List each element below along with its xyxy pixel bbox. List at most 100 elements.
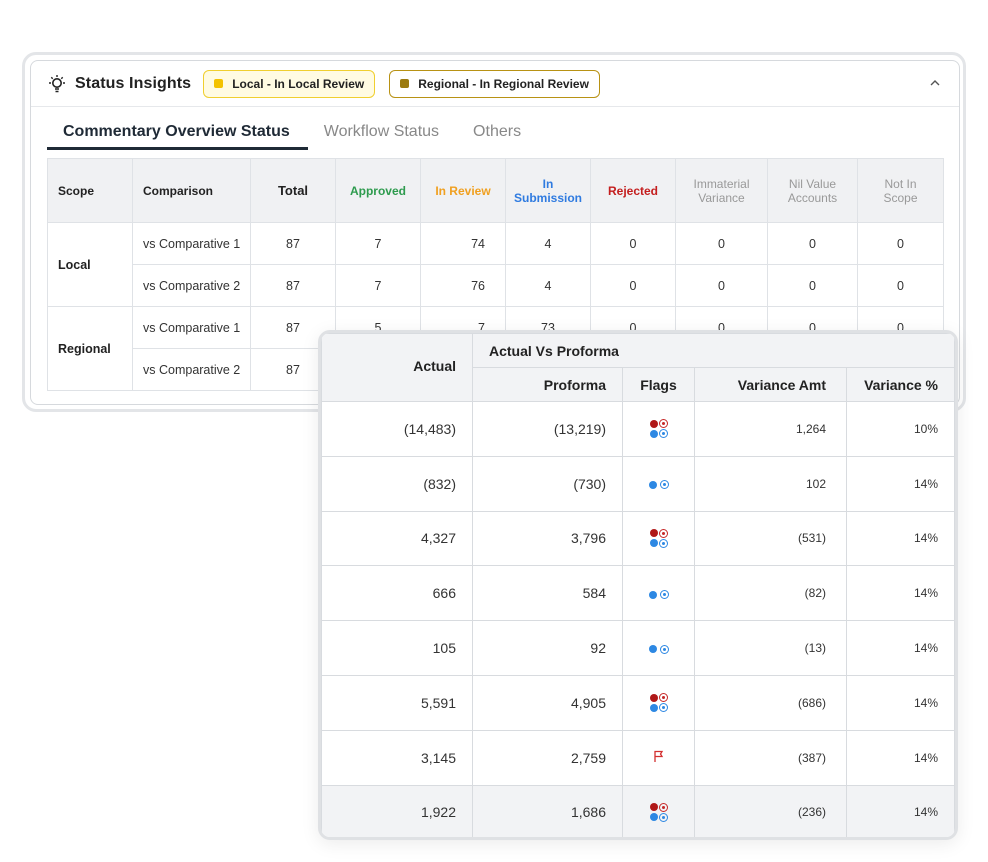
proforma-cell: 4,905 [472,674,623,731]
red-target-icon [659,419,668,429]
status-insights-card: Status Insights Local - In Local Review … [30,60,960,405]
flag-indicator-group[interactable] [649,419,669,439]
regional-chip-label: Regional - In Regional Review [418,76,589,91]
regional-review-chip[interactable]: Regional - In Regional Review [389,69,600,98]
variance-pct-cell: 14% [846,674,955,731]
red-flag-icon[interactable] [653,750,665,763]
flags-cell[interactable] [622,674,695,731]
status-table: Scope Comparison Total Approved In Revie… [47,158,944,391]
table-row[interactable]: vs Comparative 2 87 7 76 4 0 0 0 0 [48,264,944,307]
proforma-cell: 2,759 [472,729,623,786]
col-flags: Flags [622,367,695,402]
total-cell: 87 [250,222,336,265]
immaterial-cell[interactable]: 0 [675,222,768,265]
variance-pct-cell: 14% [846,620,955,676]
flags-cell[interactable] [622,565,695,622]
flags-cell[interactable] [622,401,695,457]
rejected-cell[interactable]: 0 [590,222,676,265]
group-actual-vs-proforma: Actual Vs Proforma [472,333,955,368]
blue-dot-icon [648,480,657,489]
variance-pct-cell: 14% [846,455,955,512]
proforma-cell: (13,219) [472,401,623,457]
tab-others[interactable]: Others [473,123,522,140]
table-row[interactable]: 105 92 (13) 14% [321,620,955,676]
flag-indicator-group[interactable] [649,528,669,548]
actual-cell: (14,483) [321,401,473,457]
flag-indicator-group[interactable] [648,590,669,600]
rejected-cell[interactable]: 0 [590,264,676,307]
flag-indicator-group[interactable] [648,480,669,490]
flags-cell[interactable] [622,784,695,837]
overlay-header-row: Actual Actual Vs Proforma [321,333,955,402]
variance-pct-cell: 14% [846,510,955,567]
blue-dot-icon [648,645,657,654]
col-nil-l2: Accounts [787,190,838,205]
table-row[interactable]: Local vs Comparative 1 87 7 74 4 0 0 0 0 [47,222,944,307]
comparison-cell: vs Comparative 2 [132,264,251,307]
proforma-cell: 3,796 [472,510,623,567]
approved-cell[interactable]: 7 [335,222,421,265]
actual-cell: (832) [321,455,473,512]
tab-commentary-overview[interactable]: Commentary Overview Status [47,121,308,150]
actual-cell: 3,145 [321,729,473,786]
in-review-cell[interactable]: 76 [420,264,506,307]
variance-pct-cell: 14% [846,565,955,622]
local-color-swatch [214,79,224,88]
variance-amt-cell: 102 [694,455,847,512]
nil-value-cell[interactable]: 0 [767,222,858,265]
lightbulb-icon [49,74,65,92]
col-actual: Actual [321,333,473,402]
col-immaterial-l1: Immaterial [693,176,750,191]
not-in-scope-cell[interactable]: 0 [857,264,944,307]
col-nil-l1: Nil Value [788,176,837,191]
table-row[interactable]: (832) (730) 102 14% [321,455,955,512]
col-in-submission-l2: Submission [513,190,582,205]
flag-indicator-group[interactable] [648,644,669,654]
actual-cell: 1,922 [321,784,473,837]
flag-indicator-group[interactable] [649,802,669,822]
overlay-subheader-row: Proforma Flags Variance Amt Variance % [322,367,955,402]
local-review-chip[interactable]: Local - In Local Review [203,69,376,98]
col-variance-amt: Variance Amt [694,367,847,402]
table-row[interactable]: 3,145 2,759 (387) 14% [321,729,955,786]
col-immaterial-variance: Immaterial Variance [675,158,768,223]
red-dot-icon [649,803,658,812]
flags-cell[interactable] [622,729,695,786]
table-row[interactable]: 1,922 1,686 (236) 14% [321,784,955,837]
actual-cell: 666 [321,565,473,622]
red-target-icon [659,693,668,703]
variance-amt-cell: (236) [694,784,847,837]
proforma-cell: (730) [472,455,623,512]
in-review-cell[interactable]: 74 [420,222,506,265]
blue-target-icon [659,538,668,548]
flags-cell[interactable] [622,620,695,676]
in-submission-cell[interactable]: 4 [505,222,591,265]
tab-workflow-status[interactable]: Workflow Status [323,123,440,140]
col-comparison: Comparison [132,158,251,223]
approved-cell[interactable]: 7 [335,264,421,307]
table-row[interactable]: 5,591 4,905 (686) 14% [321,674,955,731]
red-dot-icon [649,693,658,702]
overlay-body: (14,483) (13,219) 1,264 10% (832) (730) 102 14%… [321,401,955,837]
col-in-review: In Review [420,158,506,223]
flags-cell[interactable] [622,510,695,567]
red-target-icon [659,802,668,812]
not-in-scope-cell[interactable]: 0 [857,222,944,265]
table-row[interactable]: 666 584 (82) 14% [321,565,955,622]
table-row[interactable]: (14,483) (13,219) 1,264 10% [321,401,955,457]
total-cell: 87 [250,306,336,349]
actual-cell: 4,327 [321,510,473,567]
variance-amt-cell: (82) [694,565,847,622]
table-row[interactable]: 4,327 3,796 (531) 14% [321,510,955,567]
immaterial-cell[interactable]: 0 [675,264,768,307]
flag-indicator-group[interactable] [649,693,669,713]
proforma-cell: 1,686 [472,784,623,837]
flags-cell[interactable] [622,455,695,512]
nil-value-cell[interactable]: 0 [767,264,858,307]
variance-amt-cell: (531) [694,510,847,567]
chevron-up-icon[interactable] [927,75,943,91]
variance-amt-cell: (686) [694,674,847,731]
red-dot-icon [649,529,658,538]
in-submission-cell[interactable]: 4 [505,264,591,307]
red-dot-icon [649,419,658,428]
